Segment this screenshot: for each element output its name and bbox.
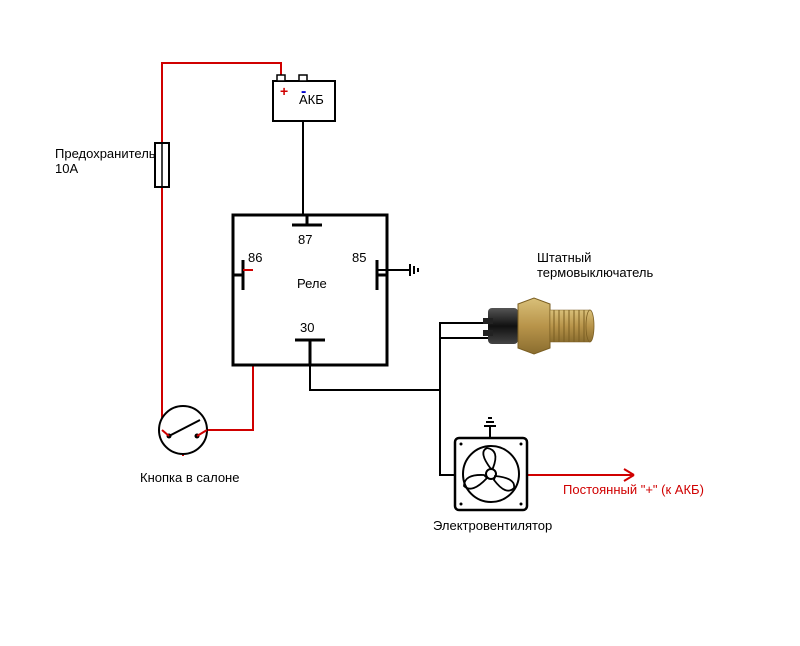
circuit-svg: + -	[0, 0, 800, 646]
constant-plus-label: Постоянный "+" (к АКБ)	[563, 482, 704, 497]
svg-text:+: +	[280, 83, 288, 99]
fuse-symbol	[155, 143, 169, 187]
fan-label: Электровентилятор	[433, 518, 552, 533]
fuse-label: Предохранитель 10А	[55, 146, 156, 176]
battery-label: АКБ	[299, 92, 324, 107]
relay-30-label: 30	[300, 320, 314, 335]
thermo-label: Штатный термовыключатель	[537, 250, 653, 280]
button-symbol	[159, 406, 207, 454]
button-label: Кнопка в салоне	[140, 470, 239, 485]
relay-87-label: 87	[298, 232, 312, 247]
relay-85-label: 85	[352, 250, 366, 265]
thermo-switch-symbol	[483, 298, 594, 354]
relay-label: Реле	[297, 276, 327, 291]
fan-symbol	[455, 438, 527, 510]
relay-86-label: 86	[248, 250, 262, 265]
